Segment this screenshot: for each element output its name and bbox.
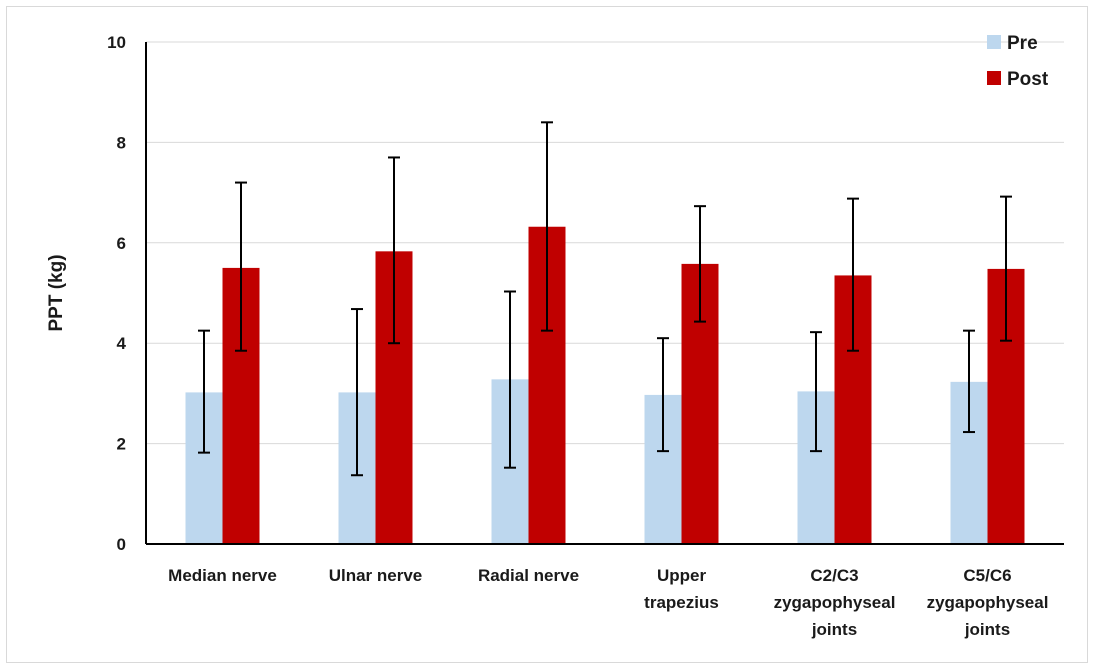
x-category-label: C5/C6 zygapophyseal joints bbox=[927, 566, 1049, 639]
y-tick-label: 2 bbox=[117, 435, 126, 454]
x-category-label: Upper trapezius bbox=[644, 566, 719, 612]
x-category-label: Radial nerve bbox=[478, 566, 579, 585]
y-tick-label: 4 bbox=[117, 334, 127, 353]
y-tick-label: 6 bbox=[117, 234, 126, 253]
legend: Pre Post bbox=[987, 33, 1049, 90]
legend-label-pre: Pre bbox=[1007, 33, 1038, 54]
legend-label-post: Post bbox=[1007, 69, 1049, 90]
gridlines bbox=[146, 41, 1064, 445]
bars bbox=[185, 226, 1025, 545]
error-bars bbox=[198, 121, 1012, 477]
y-axis-title: PPT (kg) bbox=[46, 254, 67, 331]
x-category-label: Ulnar nerve bbox=[329, 566, 423, 585]
y-tick-label: 10 bbox=[107, 33, 126, 52]
x-category-label: Median nerve bbox=[168, 566, 277, 585]
y-tick-label: 0 bbox=[117, 535, 126, 554]
y-tick-labels: 0 2 4 6 8 10 bbox=[107, 33, 126, 554]
x-category-labels: Median nerve Ulnar nerve Radial nerve Upper… bbox=[168, 566, 1048, 639]
y-tick-label: 8 bbox=[117, 133, 126, 152]
legend-swatch-pre bbox=[987, 35, 1001, 49]
x-category-label: C2/C3 zygapophyseal joints bbox=[774, 566, 896, 639]
legend-swatch-post bbox=[987, 71, 1001, 85]
